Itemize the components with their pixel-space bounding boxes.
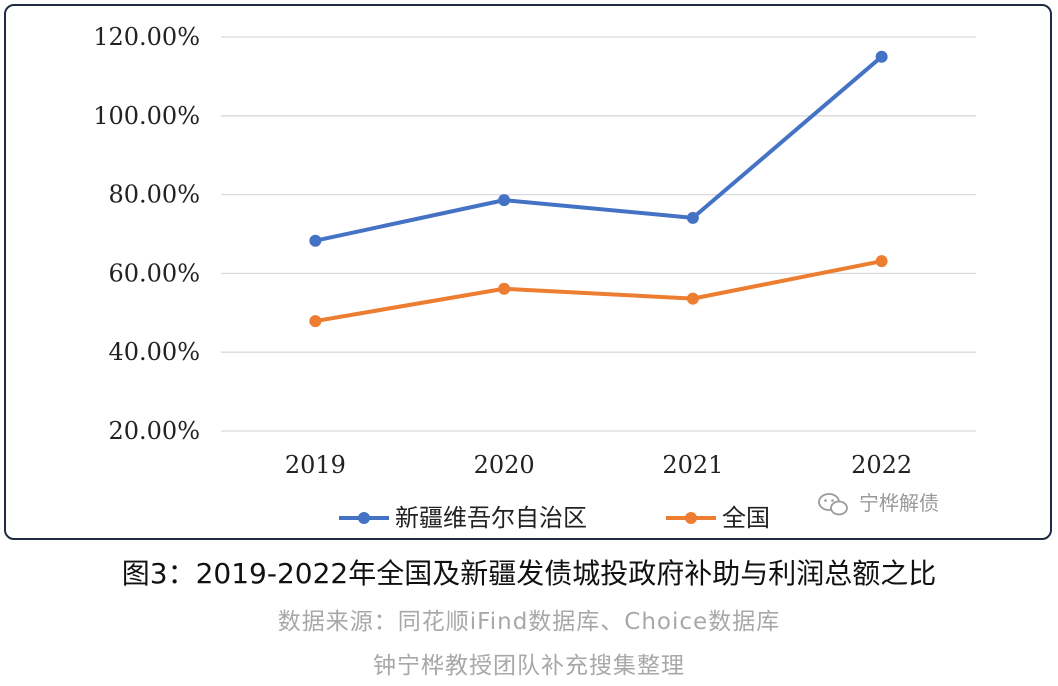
legend-item: 全国 [666,504,770,532]
legend-swatch-marker [685,512,697,524]
y-tick-label: 120.00% [93,23,200,51]
x-tick-label: 2022 [851,451,912,479]
series-2 [309,255,888,328]
line-chart: 20.00% 40.00% 60.00% 80.00% 100.00% 120.00% 2… [93,23,976,532]
legend-label: 新疆维吾尔自治区 [395,504,587,532]
legend: 新疆维吾尔自治区 全国 [339,504,770,532]
series-lines [309,50,888,328]
series-1 [309,50,888,247]
data-point [686,292,699,305]
data-point [686,211,699,224]
legend-label: 全国 [722,504,770,532]
data-source: 数据来源：同花顺iFind数据库、Choice数据库 [277,609,781,635]
y-tick-label: 40.00% [108,338,200,366]
data-point [309,234,322,247]
wechat-icon [818,493,848,516]
watermark: 宁桦解债 [818,491,939,516]
series-line [314,55,883,243]
compiled-by: 钟宁桦教授团队补充搜集整理 [373,653,685,679]
legend-swatch-marker [358,512,370,524]
x-tick-label: 2021 [662,451,723,479]
y-tick-label: 20.00% [108,417,200,445]
data-point [875,50,888,63]
gridlines [221,36,976,432]
data-point [309,315,322,328]
y-tick-label: 80.00% [108,181,200,209]
y-tick-label: 60.00% [108,259,200,287]
x-axis-ticks: 2019 2020 2021 2022 [285,451,912,479]
watermark-text: 宁桦解债 [859,491,939,515]
figure-caption: 图3：2019-2022年全国及新疆发债城投政府补助与利润总额之比 [121,557,937,590]
x-tick-label: 2020 [474,451,535,479]
x-tick-label: 2019 [285,451,346,479]
legend-item: 新疆维吾尔自治区 [339,504,587,532]
data-point [875,255,888,268]
data-point [498,194,511,207]
series-line [315,259,883,324]
y-tick-label: 100.00% [93,102,200,130]
chart-frame: 20.00% 40.00% 60.00% 80.00% 100.00% 120.00% 2… [4,4,1052,540]
y-axis-ticks: 20.00% 40.00% 60.00% 80.00% 100.00% 120.00% [93,23,200,445]
data-point [498,282,511,295]
